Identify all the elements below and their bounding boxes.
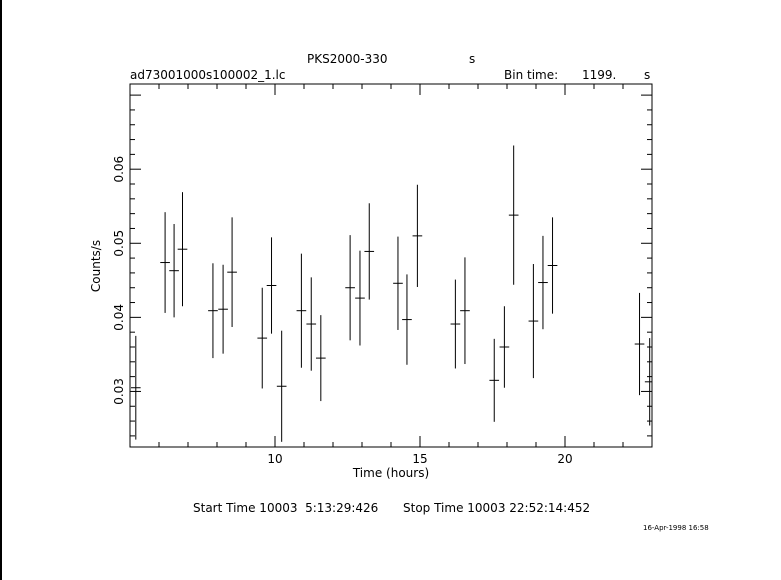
y-tick-label: 0.05 — [112, 230, 126, 257]
data-point — [257, 287, 268, 389]
data-point — [345, 235, 355, 341]
data-point — [547, 217, 558, 314]
x-axis-label: Time (hours) — [352, 466, 429, 480]
data-point — [499, 306, 510, 388]
data-point — [160, 212, 170, 313]
data-point — [460, 257, 470, 365]
data-point — [266, 237, 277, 334]
data-point — [538, 235, 548, 330]
data-point — [412, 184, 423, 287]
axes: 10 15 20 0.03 0.04 0.05 0.06 — [112, 84, 653, 466]
y-axis-label: Counts/s — [89, 240, 103, 292]
data-point — [227, 217, 237, 327]
bin-time-unit: s — [644, 68, 651, 82]
data-point — [450, 279, 461, 369]
data-point — [177, 192, 188, 307]
plot-frame — [129, 83, 653, 448]
y-tick-label: 0.06 — [112, 156, 126, 183]
data-point — [208, 263, 218, 359]
data-point — [276, 330, 287, 442]
data-point — [355, 250, 365, 346]
x-tick-label: 20 — [557, 452, 572, 466]
stop-time: Stop Time 10003 22:52:14:452 — [403, 501, 591, 515]
y-tick-label: 0.04 — [112, 304, 126, 331]
data-point — [528, 264, 539, 379]
bin-time-label: Bin time: — [504, 68, 559, 82]
data-point — [644, 338, 652, 426]
object-name: PKS2000-330 — [307, 52, 388, 66]
bin-time-value: 1199. — [582, 68, 617, 82]
data-point — [508, 145, 519, 285]
data-point — [169, 224, 179, 318]
data-point — [393, 236, 403, 330]
data-point — [306, 277, 317, 371]
data-marks — [130, 145, 652, 442]
data-point — [489, 338, 500, 422]
data-point — [402, 274, 412, 365]
data-point — [634, 292, 645, 396]
data-point — [364, 203, 375, 300]
data-point — [130, 335, 141, 440]
window-left-border — [0, 0, 2, 580]
y-tick-label: 0.03 — [112, 378, 126, 405]
file-name: ad73001000s100002_1.lc — [130, 68, 286, 82]
data-point — [218, 264, 228, 354]
x-tick-label: 10 — [267, 452, 282, 466]
data-point — [296, 253, 307, 368]
timestamp: 16-Apr-1998 16:58 — [643, 524, 709, 532]
data-point — [315, 315, 326, 402]
object-unit: s — [469, 52, 476, 66]
start-time: Start Time 10003 5:13:29:426 — [193, 501, 379, 515]
x-tick-label: 15 — [412, 452, 427, 466]
